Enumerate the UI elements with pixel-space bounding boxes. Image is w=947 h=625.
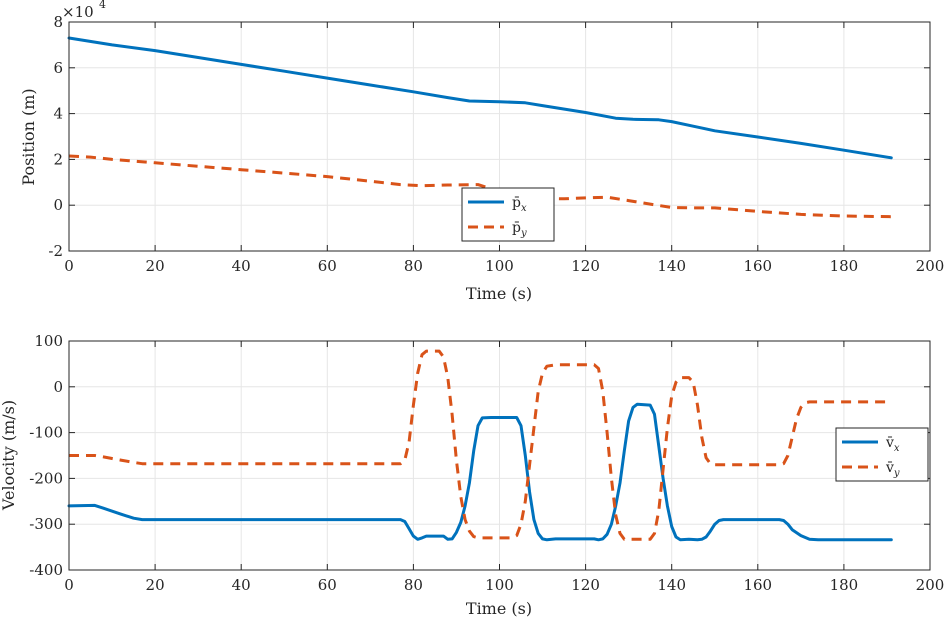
position-legend: p̄x p̄y (461, 187, 555, 242)
position-exponent: ×10 (62, 3, 94, 21)
velocity-series-x-line (67, 402, 893, 542)
position-xtick-label: 0 (64, 257, 74, 275)
velocity-lines (67, 349, 893, 542)
legend-py-label: p̄y (512, 220, 527, 239)
position-ytick-label: -2 (48, 242, 63, 260)
position-ylabel: Position (m) (19, 88, 38, 185)
velocity-xtick-label: 40 (232, 576, 251, 594)
velocity-ytick-label: 100 (34, 332, 63, 350)
velocity-xtick-label: 200 (916, 576, 945, 594)
velocity-legend-box (835, 427, 929, 482)
velocity-xtick-label: 140 (657, 576, 686, 594)
velocity-xlabel: Time (s) (466, 599, 532, 618)
position-xtick-label: 80 (404, 257, 423, 275)
position-xtick-label: 100 (485, 257, 514, 275)
velocity-xtick-label: 100 (485, 576, 514, 594)
velocity-xtick-label: 180 (830, 576, 859, 594)
position-xtick-label: 60 (318, 257, 337, 275)
velocity-ytick-label: -200 (29, 469, 63, 487)
velocity-ticks: 0 20 40 60 80 100 120 140 160 180 200 -400 -300 -200 -… (29, 332, 944, 594)
position-ytick-label: 6 (53, 59, 63, 77)
position-ytick-label: 2 (53, 150, 63, 168)
position-xlabel: Time (s) (466, 284, 532, 303)
position-xtick-label: 20 (146, 257, 165, 275)
position-ytick-label: 4 (53, 105, 63, 123)
position-xtick-label: 160 (743, 257, 772, 275)
position-ytick-label: 8 (53, 13, 63, 31)
velocity-xtick-label: 60 (318, 576, 337, 594)
position-xtick-label: 200 (916, 257, 945, 275)
velocity-xtick-label: 160 (743, 576, 772, 594)
velocity-series-y-line (69, 349, 892, 541)
velocity-ytick-label: -100 (29, 424, 63, 442)
velocity-ytick-label: -400 (29, 561, 63, 579)
velocity-ylabel: Velocity (m/s) (0, 400, 18, 511)
velocity-xtick-label: 80 (404, 576, 423, 594)
legend-px-label: p̄x (512, 195, 527, 214)
velocity-xtick-label: 0 (64, 576, 74, 594)
position-xtick-label: 180 (830, 257, 859, 275)
velocity-xtick-label: 120 (571, 576, 600, 594)
legend-vy-label: v̄y (885, 460, 900, 479)
position-ytick-label: 0 (53, 196, 63, 214)
position-xtick-label: 140 (657, 257, 686, 275)
velocity-axes: 0 20 40 60 80 100 120 140 160 180 200 -400 -300 -200 -… (0, 332, 944, 618)
position-series-x-line (67, 36, 893, 160)
legend-vx-label: v̄x (885, 435, 900, 454)
position-xtick-label: 120 (571, 257, 600, 275)
position-legend-box (461, 187, 555, 242)
velocity-ytick-label: 0 (53, 378, 63, 396)
position-xtick-label: 40 (232, 257, 251, 275)
position-exponent-power: 4 (99, 0, 106, 11)
velocity-xtick-label: 20 (146, 576, 165, 594)
velocity-ytick-label: -300 (29, 515, 63, 533)
velocity-legend: v̄x v̄y (835, 427, 929, 482)
